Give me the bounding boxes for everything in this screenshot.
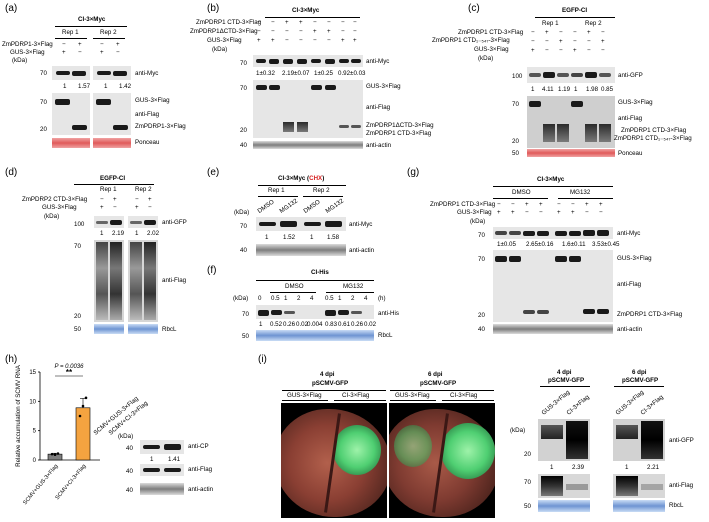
timepoint-label: 0.5 [325, 295, 334, 302]
timepoint-label: 4 [310, 295, 314, 302]
y-tick-label: 0 [33, 458, 37, 464]
treatment-sign: − [353, 19, 357, 26]
treatment-sign: − [559, 47, 563, 54]
x-tick-label: SCMV+CI-3×Flag [55, 463, 88, 501]
treatment-sign: + [539, 201, 543, 208]
treatment-sign: − [299, 37, 303, 44]
data-point [56, 452, 60, 455]
timepoint-label: 2 [297, 295, 301, 302]
treatment-sign: − [559, 29, 563, 36]
his-value: 0.83 [325, 321, 338, 328]
treatment-sign: + [511, 209, 515, 216]
bar [75, 407, 91, 461]
treatment-sign: − [327, 19, 331, 26]
his-value: 0.02 [364, 321, 377, 328]
treatment-sign: − [353, 28, 357, 35]
treatment-sign: + [341, 37, 345, 44]
treatment-sign: − [271, 28, 275, 35]
data-point [84, 396, 88, 400]
timepoint-label: 0.5 [271, 295, 280, 302]
treatment-sign: + [497, 209, 501, 216]
treatment-sign: − [539, 209, 543, 216]
data-point [53, 453, 57, 457]
treatment-sign: + [573, 47, 577, 54]
treatment-sign: + [257, 37, 261, 44]
treatment-sign: + [353, 37, 357, 44]
treatment-sign: − [601, 29, 605, 36]
his-value: 1 [259, 321, 263, 328]
treatment-sign: + [271, 37, 275, 44]
data-point [78, 414, 82, 418]
timepoint-label: 1 [284, 295, 288, 302]
treatment-sign: − [257, 28, 261, 35]
treatment-sign: + [525, 201, 529, 208]
treatment-sign: + [559, 38, 563, 45]
timepoint-label: 0 [258, 295, 262, 302]
significance-stars: ** [66, 368, 73, 377]
treatment-sign: − [341, 28, 345, 35]
treatment-sign: − [587, 47, 591, 54]
treatment-sign: − [341, 19, 345, 26]
treatment-sign: + [545, 29, 549, 36]
his-value: 0.26 [283, 321, 296, 328]
treatment-sign: − [299, 28, 303, 35]
timepoint-label: 1 [338, 295, 342, 302]
treatment-sign: + [313, 28, 317, 35]
y-tick-label: 5 [33, 429, 37, 435]
treatment-sign: − [525, 209, 529, 216]
y-axis-label: Relative accumulation of SCMV RNA [15, 364, 22, 467]
treatment-sign: − [531, 29, 535, 36]
treatment-sign: − [601, 47, 605, 54]
treatment-sign: + [531, 47, 535, 54]
his-value: 0.26 [351, 321, 364, 328]
treatment-sign: + [557, 209, 561, 216]
treatment-sign: − [585, 209, 589, 216]
his-value: 0.52 [270, 321, 283, 328]
treatment-sign: − [545, 38, 549, 45]
panel-label-c: (c) [468, 3, 480, 14]
treatment-sign: + [599, 201, 603, 208]
treatment-sign: − [587, 38, 591, 45]
treatment-sign: − [313, 19, 317, 26]
treatment-sign: + [571, 209, 575, 216]
treatment-sign: − [285, 28, 289, 35]
timepoint-label: 4 [364, 295, 368, 302]
y-tick-label: 10 [29, 399, 36, 405]
treatment-sign: + [587, 29, 591, 36]
p-value-label: P = 0.0036 [55, 364, 85, 370]
treatment-sign: − [271, 19, 275, 26]
treatment-sign: − [285, 37, 289, 44]
header-a: CI-3×Myc [78, 16, 106, 23]
treatment-sign: + [585, 201, 589, 208]
timepoint-label: 2 [351, 295, 355, 302]
treatment-sign: − [571, 201, 575, 208]
treatment-sign: + [285, 19, 289, 26]
panel-label-b: (b) [207, 3, 220, 14]
his-value: 0.02 [296, 321, 309, 328]
treatment-sign: + [327, 28, 331, 35]
his-value: 0.61 [338, 321, 351, 328]
treatment-sign: + [601, 38, 605, 45]
data-point [50, 452, 54, 456]
leaf-photo-6dpi [389, 403, 495, 518]
treatment-sign: − [573, 29, 577, 36]
treatment-sign: − [557, 201, 561, 208]
treatment-sign: − [599, 209, 603, 216]
treatment-sign: + [299, 19, 303, 26]
y-tick-label: 15 [29, 370, 36, 376]
treatment-sign: − [573, 38, 577, 45]
treatment-sign: − [511, 201, 515, 208]
treatment-sign: − [531, 38, 535, 45]
leaf-photo-4dpi [281, 403, 387, 518]
treatment-sign: − [313, 37, 317, 44]
panel-label-a: (a) [5, 3, 18, 14]
treatment-sign: − [327, 37, 331, 44]
x-tick-label: SCMV+GUS-3×Flag [22, 463, 59, 506]
his-value: 0.004 [307, 321, 323, 328]
treatment-sign: − [545, 47, 549, 54]
data-point [81, 404, 85, 408]
treatment-sign: − [497, 201, 501, 208]
treatment-sign: − [257, 19, 261, 26]
